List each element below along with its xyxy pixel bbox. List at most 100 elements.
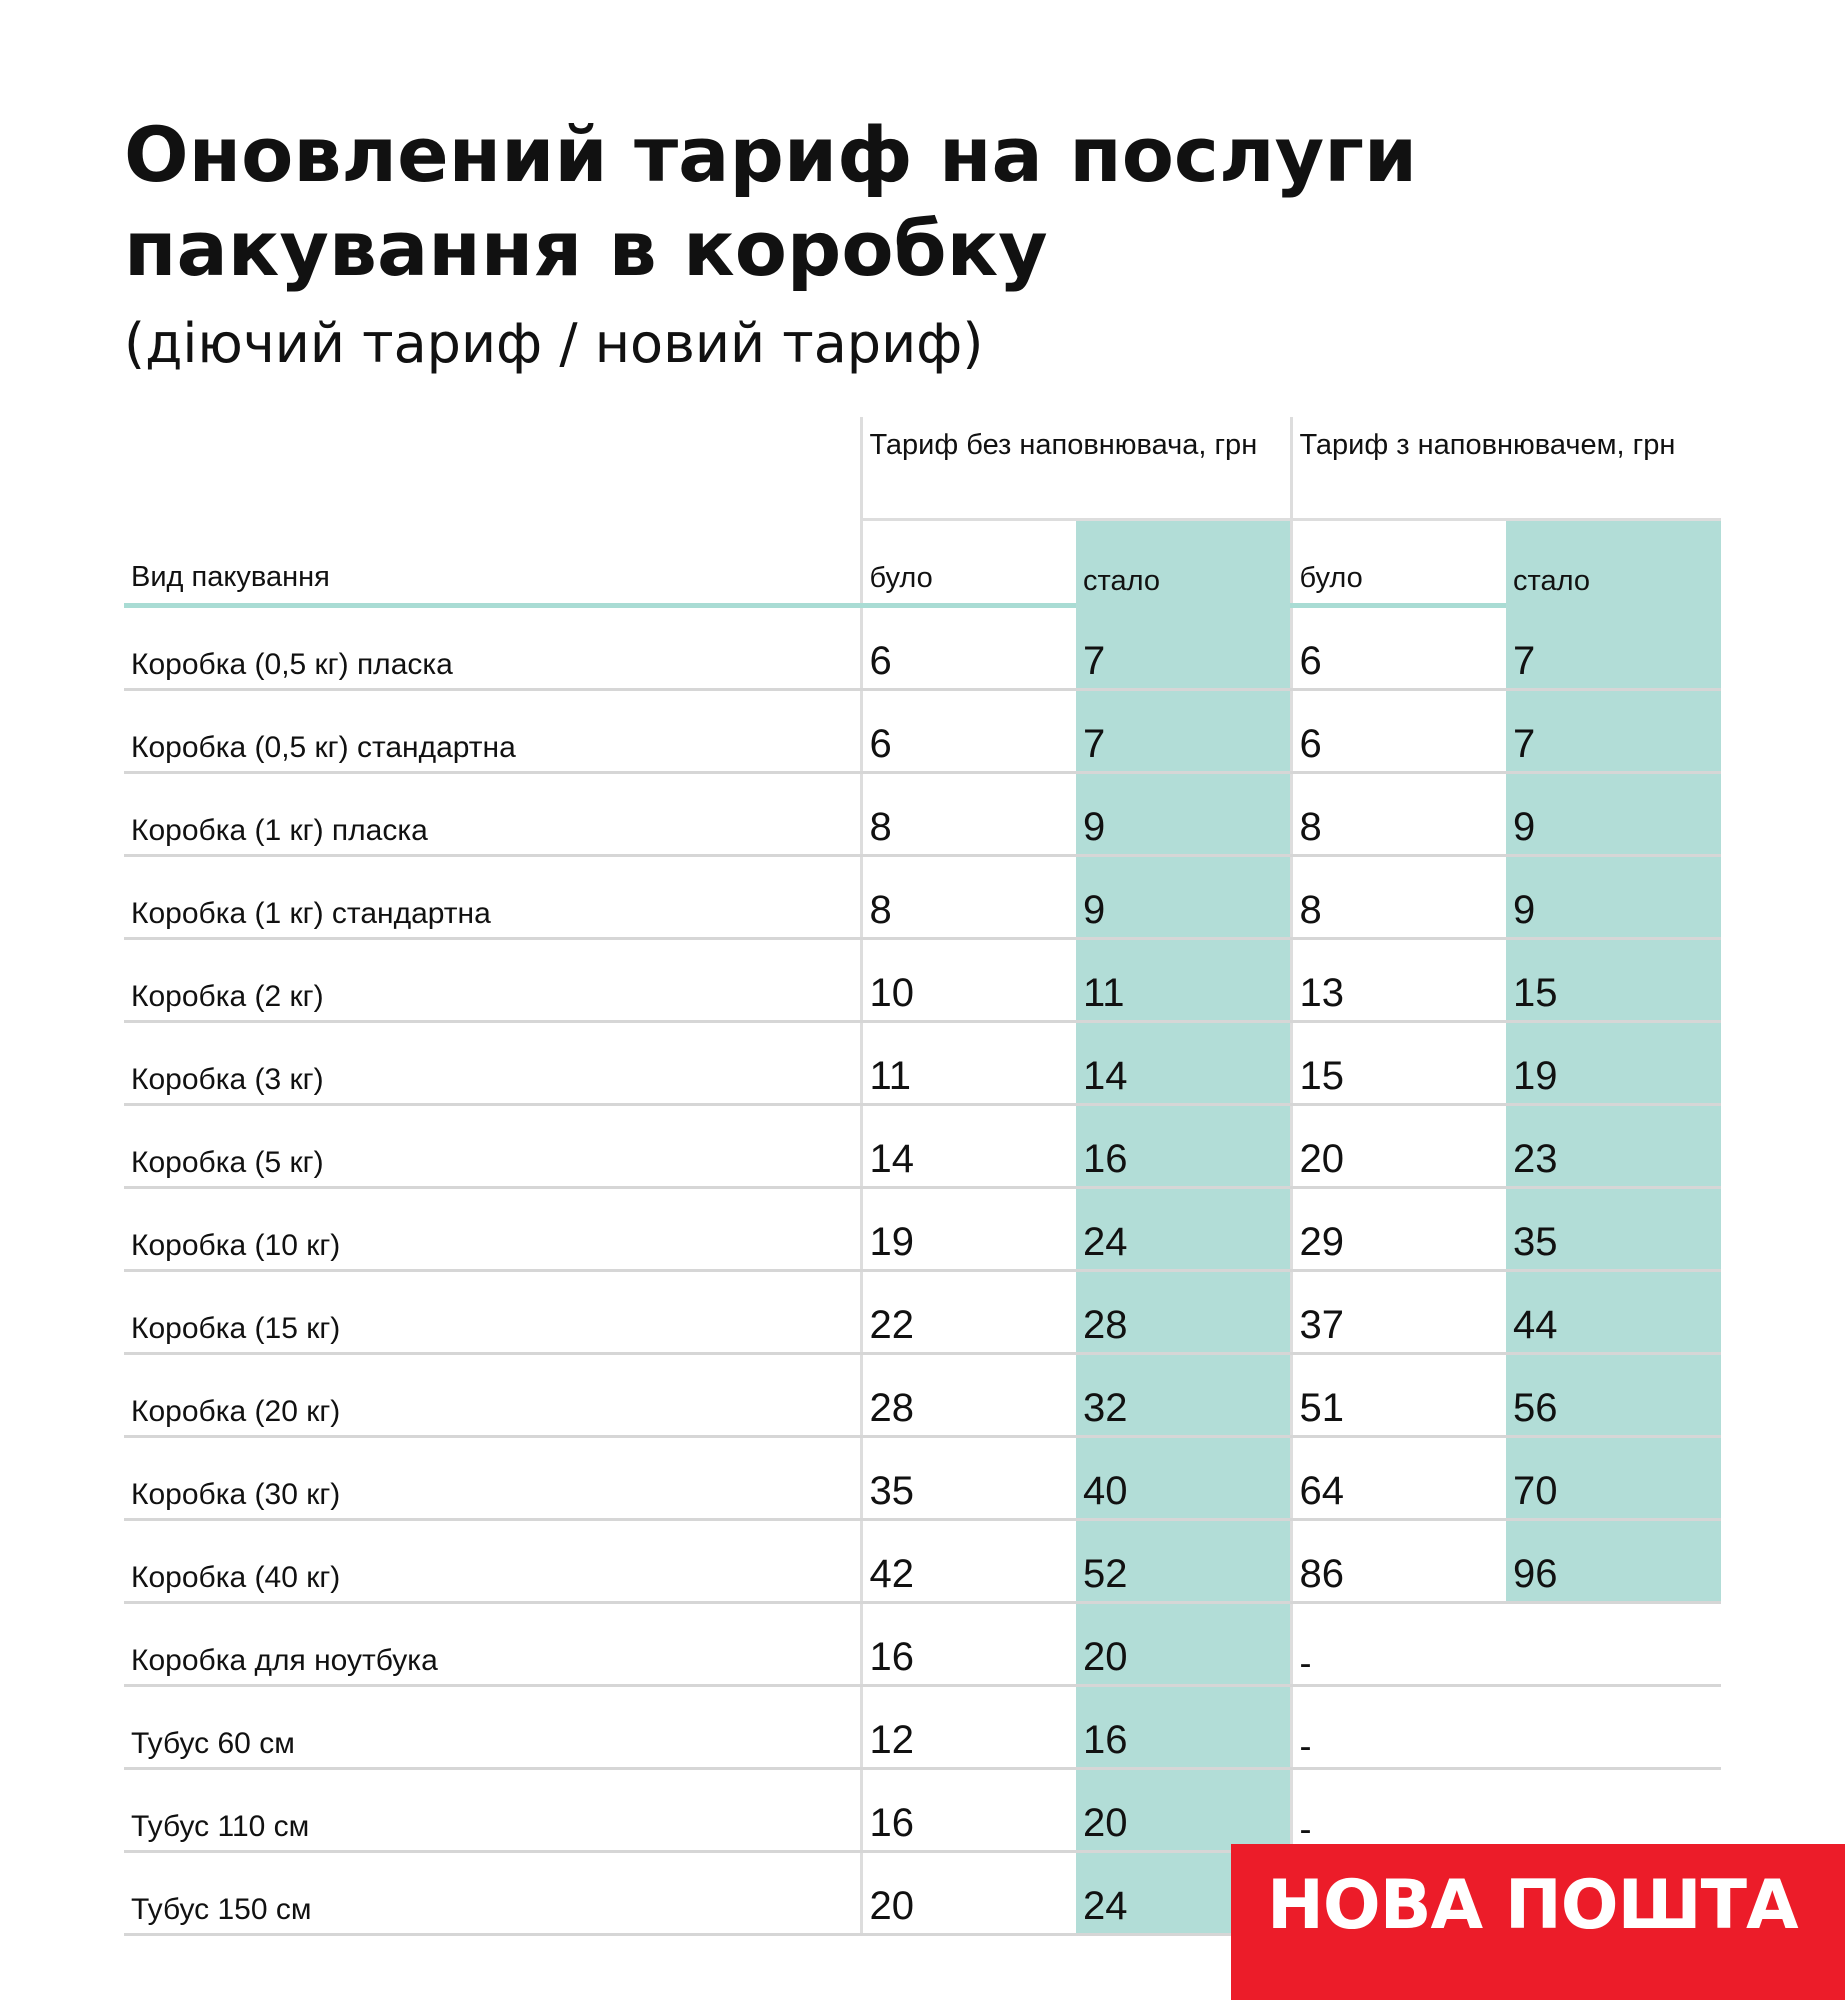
table-body: Коробка (0,5 кг) пласка 6 7 6 7 Коробка (0,5 …	[124, 605, 1721, 1936]
value-was-no-filler: 10	[859, 938, 1076, 1023]
table-row: Коробка (30 кг) 35 40 64 70	[124, 1436, 1721, 1521]
nova-poshta-logo: НОВА ПОШТА	[1231, 1844, 1845, 2000]
value-now-no-filler: 11	[1076, 938, 1291, 1023]
value-now-with-filler: 9	[1506, 855, 1721, 940]
row-label: Тубус 60 см	[124, 1685, 861, 1770]
table-row: Коробка (2 кг) 10 11 13 15	[124, 938, 1721, 1023]
row-label: Коробка (3 кг)	[124, 1021, 861, 1106]
header-empty	[124, 417, 861, 520]
table-row: Тубус 60 см 12 16-	[124, 1685, 1721, 1770]
table-row: Коробка (5 кг) 14 16 20 23	[124, 1104, 1721, 1189]
value-now-with-filler: 56	[1506, 1353, 1721, 1438]
table-row: Коробка для ноутбука 16 20-	[124, 1602, 1721, 1687]
row-label: Коробка (20 кг)	[124, 1353, 861, 1438]
header-group-with-filler: Тариф з наповнювачем, грн	[1289, 417, 1721, 520]
row-label: Коробка (10 кг)	[124, 1187, 861, 1272]
value-was-no-filler: 35	[859, 1436, 1076, 1521]
table-row: Коробка (0,5 кг) стандартна 6 7 6 7	[124, 689, 1721, 774]
value-was-no-filler: 20	[859, 1851, 1076, 1936]
header-now-2: стало	[1506, 518, 1721, 606]
value-was-no-filler: 6	[859, 689, 1076, 774]
value-was-no-filler: 16	[859, 1602, 1076, 1687]
value-was-with-filler: 20	[1289, 1104, 1506, 1189]
table-row: Коробка (20 кг) 28 32 51 56	[124, 1353, 1721, 1438]
value-now-no-filler: 40	[1076, 1436, 1291, 1521]
value-now-with-filler: 35	[1506, 1187, 1721, 1272]
row-label: Коробка (15 кг)	[124, 1270, 861, 1355]
table-row: Коробка (1 кг) стандартна 8 9 8 9	[124, 855, 1721, 940]
value-was-no-filler: 11	[859, 1021, 1076, 1106]
value-now-with-filler: 19	[1506, 1021, 1721, 1106]
value-with-filler-na: -	[1289, 1602, 1721, 1687]
row-label: Коробка (0,5 кг) стандартна	[124, 689, 861, 774]
value-with-filler-na: -	[1289, 1768, 1721, 1853]
row-label: Коробка (0,5 кг) пласка	[124, 605, 861, 691]
value-was-with-filler: 6	[1289, 605, 1506, 691]
value-now-no-filler: 20	[1076, 1602, 1291, 1687]
table-row: Коробка (1 кг) пласка 8 9 8 9	[124, 772, 1721, 857]
value-was-no-filler: 14	[859, 1104, 1076, 1189]
value-now-with-filler: 7	[1506, 605, 1721, 691]
value-was-no-filler: 12	[859, 1685, 1076, 1770]
value-was-with-filler: 8	[1289, 855, 1506, 940]
value-now-no-filler: 7	[1076, 605, 1291, 691]
row-label: Тубус 150 см	[124, 1851, 861, 1936]
header-was-1: було	[859, 518, 1076, 608]
value-was-no-filler: 16	[859, 1768, 1076, 1853]
value-now-no-filler: 24	[1076, 1187, 1291, 1272]
table-row: Коробка (0,5 кг) пласка 6 7 6 7	[124, 605, 1721, 691]
tariff-table: Тариф без наповнювача, грн Тариф з напов…	[124, 417, 1721, 1936]
value-now-no-filler: 28	[1076, 1270, 1291, 1355]
table-row: Тубус 110 см 16 20-	[124, 1768, 1721, 1853]
row-label: Коробка (30 кг)	[124, 1436, 861, 1521]
row-label: Коробка (2 кг)	[124, 938, 861, 1023]
row-label: Коробка (40 кг)	[124, 1519, 861, 1604]
value-now-no-filler: 9	[1076, 855, 1291, 940]
value-with-filler-na: -	[1289, 1685, 1721, 1770]
table-row: Коробка (40 кг) 42 52 86 96	[124, 1519, 1721, 1604]
header-was-2: було	[1289, 518, 1506, 608]
value-now-no-filler: 16	[1076, 1685, 1291, 1770]
value-was-no-filler: 19	[859, 1187, 1076, 1272]
header-group-no-filler: Тариф без наповнювача, грн	[859, 417, 1291, 520]
header-package-type: Вид пакування	[124, 519, 861, 608]
value-was-with-filler: 15	[1289, 1021, 1506, 1106]
value-now-with-filler: 44	[1506, 1270, 1721, 1355]
value-was-with-filler: 86	[1289, 1519, 1506, 1604]
value-now-with-filler: 7	[1506, 689, 1721, 774]
value-now-no-filler: 16	[1076, 1104, 1291, 1189]
value-now-no-filler: 14	[1076, 1021, 1291, 1106]
value-now-with-filler: 70	[1506, 1436, 1721, 1521]
value-was-no-filler: 28	[859, 1353, 1076, 1438]
row-label: Коробка (1 кг) пласка	[124, 772, 861, 857]
header-now-1: стало	[1076, 518, 1291, 606]
value-now-no-filler: 7	[1076, 689, 1291, 774]
value-now-no-filler: 20	[1076, 1768, 1291, 1853]
value-was-no-filler: 42	[859, 1519, 1076, 1604]
row-label: Тубус 110 см	[124, 1768, 861, 1853]
value-was-with-filler: 29	[1289, 1187, 1506, 1272]
value-was-with-filler: 13	[1289, 938, 1506, 1023]
page-title: Оновлений тариф на послуги пакування в ко…	[124, 108, 1417, 296]
value-was-with-filler: 6	[1289, 689, 1506, 774]
value-now-with-filler: 15	[1506, 938, 1721, 1023]
value-now-with-filler: 9	[1506, 772, 1721, 857]
logo-text: НОВА ПОШТА	[1267, 1866, 1799, 1945]
value-was-no-filler: 8	[859, 772, 1076, 857]
title-line-1: Оновлений тариф на послуги	[124, 110, 1418, 199]
table-row: Коробка (3 кг) 11 14 15 19	[124, 1021, 1721, 1106]
value-now-no-filler: 52	[1076, 1519, 1291, 1604]
value-was-no-filler: 6	[859, 605, 1076, 691]
row-label: Коробка (5 кг)	[124, 1104, 861, 1189]
title-line-2: пакування в коробку	[124, 204, 1048, 293]
row-label: Коробка для ноутбука	[124, 1602, 861, 1687]
value-now-no-filler: 32	[1076, 1353, 1291, 1438]
value-was-with-filler: 51	[1289, 1353, 1506, 1438]
value-was-no-filler: 8	[859, 855, 1076, 940]
table-row: Коробка (10 кг) 19 24 29 35	[124, 1187, 1721, 1272]
value-was-with-filler: 37	[1289, 1270, 1506, 1355]
value-was-with-filler: 8	[1289, 772, 1506, 857]
value-was-with-filler: 64	[1289, 1436, 1506, 1521]
table-row: Коробка (15 кг) 22 28 37 44	[124, 1270, 1721, 1355]
value-now-no-filler: 9	[1076, 772, 1291, 857]
